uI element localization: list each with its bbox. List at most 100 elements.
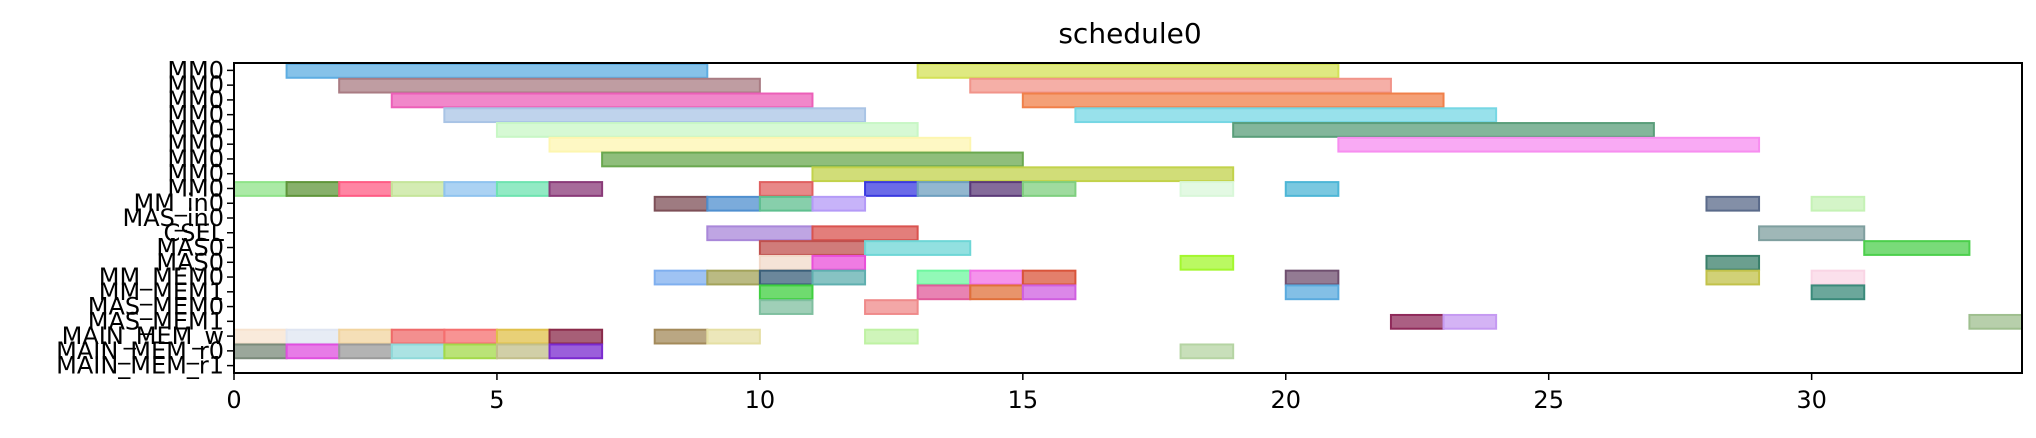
x-tick-label: 20	[1270, 386, 1301, 414]
task-bar	[811, 225, 919, 242]
task-bar	[548, 181, 604, 197]
task-bar	[1968, 313, 2023, 330]
bars-layer	[233, 63, 2023, 360]
task-bar	[390, 343, 446, 360]
x-tick-label: 15	[1008, 386, 1039, 414]
task-bar	[390, 328, 446, 345]
task-bar	[811, 166, 1235, 183]
task-bar	[1284, 269, 1340, 286]
task-bar	[338, 77, 761, 94]
x-tick-label: 5	[489, 386, 504, 414]
task-bar	[706, 195, 761, 212]
task-bar	[758, 240, 867, 256]
task-bar	[338, 328, 393, 345]
task-bar	[1232, 122, 1655, 138]
y-tick-label: MAS_MEM0	[88, 293, 224, 321]
y-tick-label: MAS0	[156, 248, 224, 276]
task-bar	[443, 328, 498, 345]
task-bar	[1705, 195, 1761, 212]
y-tick-label: MM0	[167, 101, 224, 129]
task-bar	[653, 269, 709, 286]
y-tick-label: MAIN_MEM_r0	[56, 337, 224, 365]
y-tick-label: MM0	[167, 160, 224, 188]
task-bar	[1179, 254, 1235, 271]
task-bar	[285, 63, 709, 79]
task-bar	[390, 181, 446, 197]
plot-frame	[233, 62, 2023, 374]
task-bar	[548, 328, 604, 345]
task-bar	[443, 107, 867, 124]
y-tick-label: MAS_in0	[122, 204, 224, 232]
task-bar	[338, 181, 393, 197]
task-bar	[1705, 269, 1761, 286]
task-bar	[495, 181, 551, 197]
x-tick-label: 0	[226, 386, 241, 414]
y-tick-label: MM0	[167, 174, 224, 202]
task-bar	[1705, 254, 1761, 271]
task-bar	[1074, 107, 1498, 124]
task-bar	[969, 77, 1392, 94]
task-bar	[1863, 240, 1971, 256]
task-bar	[1021, 181, 1077, 197]
task-bar	[1810, 269, 1866, 286]
task-bar	[1021, 269, 1077, 286]
y-tick-label: MAIN_MEM_r1	[56, 352, 224, 380]
task-bar	[864, 240, 972, 256]
y-tick-label: MM0	[167, 86, 224, 114]
y-axis: MM0MM0MM0MM0MM0MM0MM0MM0MM0MM_in0MAS_in0…	[56, 56, 234, 380]
task-bar	[443, 181, 498, 197]
task-bar	[969, 181, 1024, 197]
x-tick-label: 30	[1796, 386, 1827, 414]
y-tick-label: MM_in0	[133, 189, 224, 217]
task-bar	[233, 181, 288, 197]
task-bar	[969, 284, 1024, 301]
task-bar	[1758, 225, 1866, 242]
task-bar	[916, 181, 972, 197]
task-bar	[1284, 284, 1340, 301]
task-bar	[864, 181, 919, 197]
task-bar	[758, 269, 814, 286]
task-bar	[285, 343, 341, 360]
y-tick-label: MM0	[167, 145, 224, 173]
task-bar	[969, 269, 1024, 286]
task-bar	[706, 269, 761, 286]
task-bar	[758, 195, 814, 212]
y-tick-label: MAS0	[156, 234, 224, 262]
y-tick-label: MAS_MEM1	[88, 307, 224, 335]
task-bar	[1810, 284, 1866, 301]
task-bar	[233, 328, 288, 345]
task-bar	[1810, 195, 1866, 212]
task-bar	[811, 195, 867, 212]
task-bar	[811, 269, 867, 286]
task-bar	[758, 254, 814, 271]
task-bar	[916, 284, 972, 301]
task-bar	[1021, 284, 1077, 301]
task-bar	[653, 328, 709, 345]
task-bar	[1284, 181, 1340, 197]
task-bar	[548, 343, 604, 360]
y-tick-label: MM0	[167, 71, 224, 99]
task-bar	[601, 151, 1024, 168]
task-bar	[495, 343, 551, 360]
y-tick-label: MM0	[167, 56, 224, 84]
task-bar	[1021, 92, 1445, 109]
y-tick-label: CSEL	[163, 219, 224, 247]
task-bar	[233, 343, 288, 360]
task-bar	[758, 181, 814, 197]
y-tick-label: MAIN_MEM_w	[62, 322, 224, 350]
y-tick-label: MM0	[167, 130, 224, 158]
task-bar	[706, 225, 814, 242]
task-bar	[285, 181, 341, 197]
task-bar	[285, 328, 341, 345]
task-bar	[1442, 313, 1498, 330]
task-bar	[495, 122, 919, 138]
task-bar	[916, 269, 972, 286]
task-bar	[1389, 313, 1445, 330]
task-bar	[443, 343, 498, 360]
task-bar	[706, 328, 761, 345]
task-bar	[916, 63, 1340, 79]
x-tick-label: 10	[745, 386, 776, 414]
task-bar	[1337, 136, 1761, 153]
x-axis: 0 5 10 15 20 25 30	[226, 373, 1827, 414]
